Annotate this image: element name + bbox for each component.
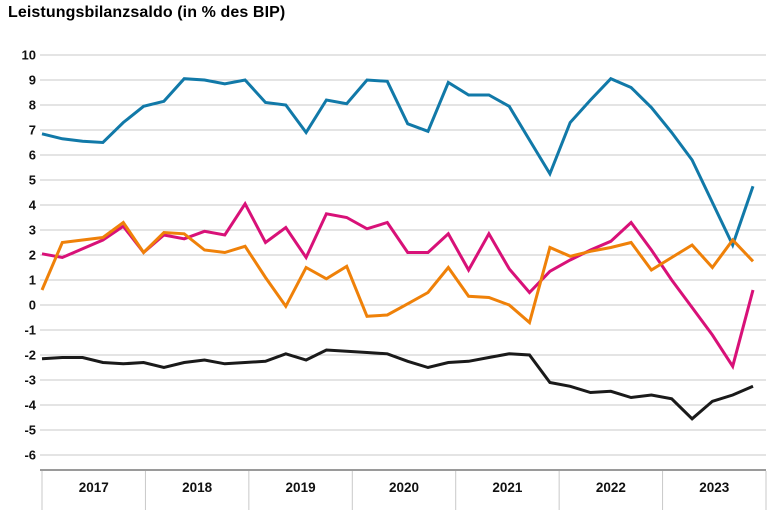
x-year-label: 2017 — [79, 480, 109, 495]
y-tick-label: -2 — [24, 348, 36, 363]
series-magenta-line — [41, 200, 755, 370]
y-tick-label: -3 — [24, 373, 36, 388]
y-tick-label: 9 — [29, 73, 36, 88]
series-black-line — [41, 348, 754, 421]
gridlines — [40, 54, 766, 456]
series-orange-line — [40, 220, 755, 326]
x-year-label: 2020 — [389, 480, 419, 495]
x-axis-year-labels: 2017 2018 2019 2020 2021 2022 2023 — [41, 471, 767, 510]
y-tick-label: 1 — [29, 273, 36, 288]
y-tick-label: 5 — [29, 173, 36, 188]
x-year-label: 2018 — [182, 480, 213, 495]
x-year-label: 2022 — [596, 480, 626, 495]
y-tick-label: 3 — [29, 223, 36, 238]
chart-title: Leistungsbilanzsaldo (in % des BIP) — [8, 4, 286, 21]
y-tick-label: 8 — [29, 98, 36, 113]
y-tick-label: 6 — [29, 148, 36, 163]
y-tick-label: -6 — [24, 448, 36, 463]
y-tick-label: -1 — [24, 323, 36, 338]
x-year-label: 2021 — [492, 480, 523, 495]
y-tick-label: -4 — [24, 398, 36, 413]
y-tick-label: 2 — [29, 248, 36, 263]
x-year-label: 2019 — [286, 480, 316, 495]
y-tick-label: 0 — [29, 298, 36, 313]
series-blue-line — [41, 76, 755, 249]
y-tick-label: 4 — [29, 198, 37, 213]
y-tick-label: 7 — [29, 123, 36, 138]
y-tick-label: 10 — [22, 48, 36, 63]
y-tick-label: -5 — [24, 423, 36, 438]
x-year-label: 2023 — [699, 480, 730, 495]
